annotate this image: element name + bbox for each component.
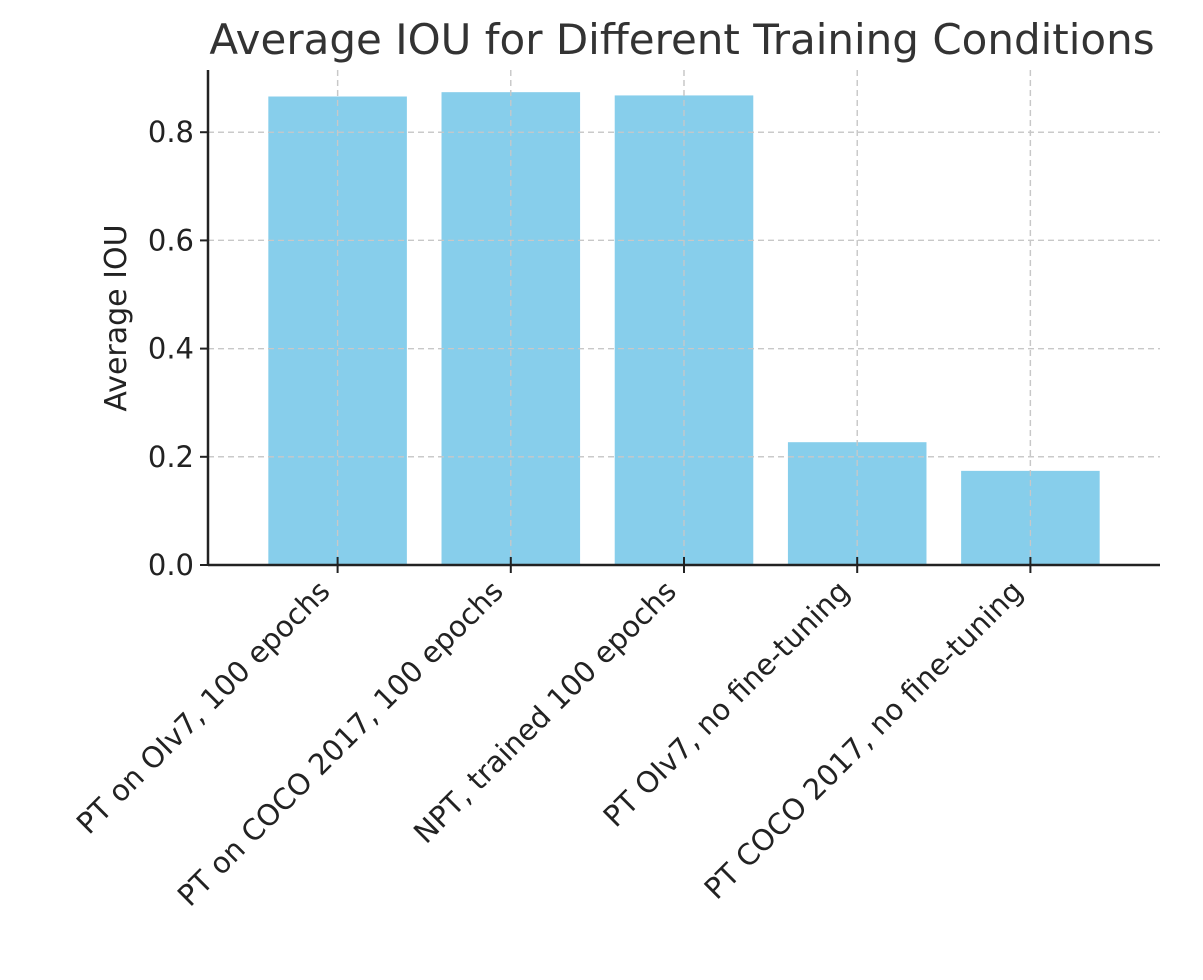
y-ticks: 0.0 0.2 0.4 0.6 0.8 <box>148 115 208 582</box>
x-tick-label: PT COCO 2017, no fine-tuning <box>697 574 1029 906</box>
bars <box>208 70 1160 566</box>
y-tick-label: 0.0 <box>148 548 194 582</box>
y-axis-label: Average IOU <box>99 224 134 411</box>
y-tick-label: 0.2 <box>148 440 194 474</box>
bar <box>961 470 1100 565</box>
y-tick-label: 0.4 <box>148 332 194 366</box>
chart-title: Average IOU for Different Training Condi… <box>209 15 1154 64</box>
x-tick-label: PT on COCO 2017, 100 epochs <box>171 574 510 913</box>
y-tick-label: 0.6 <box>148 223 194 257</box>
y-tick-label: 0.8 <box>148 115 194 149</box>
